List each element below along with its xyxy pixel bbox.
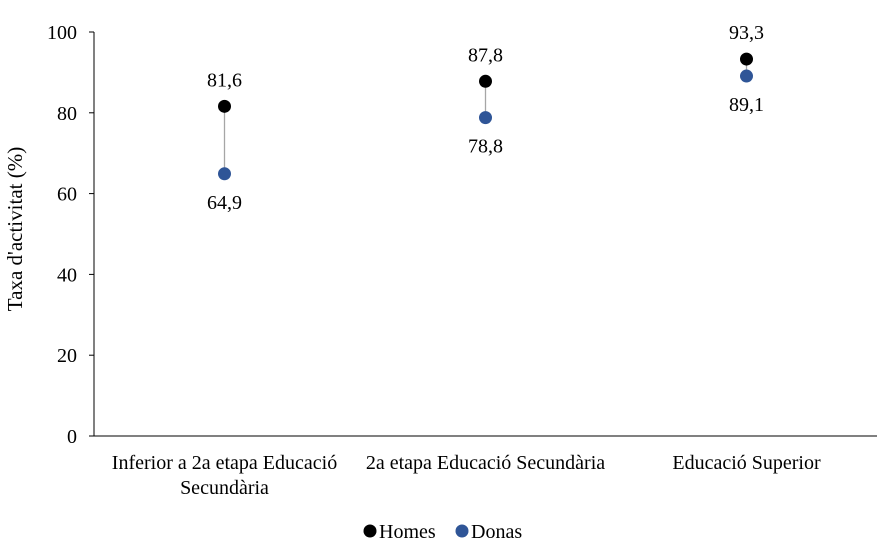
legend-label-homes: Homes	[379, 521, 436, 543]
y-axis-ticks: 0 20 40 60 80 100	[47, 22, 94, 448]
data-point-donas	[740, 69, 753, 83]
legend-marker-donas	[455, 524, 469, 538]
data-label-donas: 64,9	[207, 192, 242, 214]
y-tick-label: 0	[67, 426, 77, 448]
data-point-homes	[479, 74, 492, 88]
data-point-donas	[218, 167, 231, 181]
data-label-donas: 89,1	[729, 94, 764, 116]
data-point-donas	[479, 111, 492, 125]
legend-label-donas: Donas	[471, 521, 522, 543]
y-tick-label: 100	[47, 22, 77, 44]
x-category-label: Educació Superior	[672, 452, 821, 474]
y-tick-label: 20	[57, 345, 77, 367]
y-axis-title: Taxa d'activitat (%)	[3, 147, 27, 311]
legend-marker-homes	[363, 524, 377, 538]
y-tick-label: 40	[57, 264, 77, 286]
x-category-label: 2a etapa Educació Secundària	[366, 452, 605, 474]
data-labels: 81,6 87,8 93,3 64,9 78,8 89,1	[207, 22, 764, 214]
data-label-donas: 78,8	[468, 136, 503, 158]
data-label-homes: 93,3	[729, 22, 764, 44]
data-point-homes	[218, 99, 231, 113]
data-points	[218, 52, 753, 181]
legend: Homes Donas	[363, 521, 522, 543]
y-tick-label: 60	[57, 184, 77, 206]
y-tick-label: 80	[57, 103, 77, 125]
data-point-homes	[740, 52, 753, 66]
data-label-homes: 81,6	[207, 69, 242, 91]
x-category-label: Inferior a 2a etapa Educació Secundària	[112, 452, 337, 499]
x-axis-category-labels: Inferior a 2a etapa Educació Secundària 2a…	[112, 452, 821, 499]
data-label-homes: 87,8	[468, 44, 503, 66]
